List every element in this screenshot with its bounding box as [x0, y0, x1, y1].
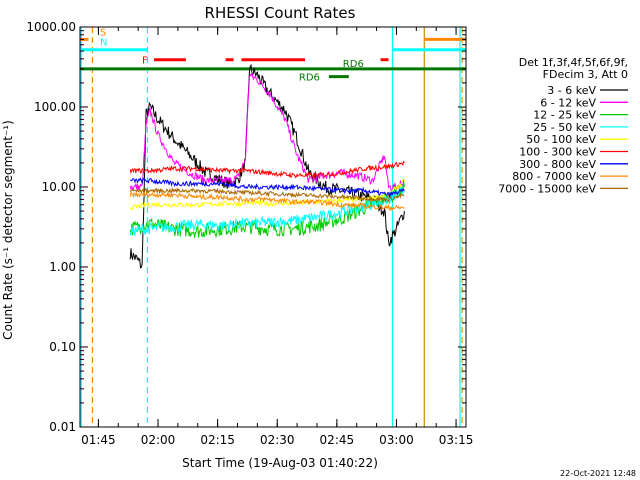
legend-label-2: 12 - 25 keV: [533, 109, 596, 122]
annotation-label-2: F: [142, 56, 148, 67]
annotation-label-1: N: [100, 38, 107, 49]
x-tick-label-4: 02:45: [320, 433, 355, 447]
y-tick-label-0: 0.01: [49, 420, 76, 434]
legend-label-4: 50 - 100 keV: [526, 133, 596, 146]
legend: Det 1f,3f,4f,5f,6f,9f, FDecim 3, Att 0 3…: [498, 56, 628, 195]
legend-label-1: 6 - 12 keV: [540, 96, 596, 109]
legend-label-0: 3 - 6 keV: [547, 84, 596, 97]
plot-frame: [79, 26, 467, 428]
x-tick-label-0: 01:45: [81, 433, 116, 447]
x-tick-label-3: 02:30: [260, 433, 295, 447]
x-tick-label-2: 02:15: [200, 433, 235, 447]
plot-area: SN F RD6 RD6: [80, 27, 466, 427]
timestamp: 22-Oct-2021 12:48: [560, 469, 636, 478]
legend-label-5: 100 - 300 keV: [519, 146, 596, 159]
y-tick-label-1: 0.10: [49, 340, 76, 354]
x-tick-label-6: 03:15: [439, 433, 474, 447]
legend-label-6: 300 - 800 keV: [519, 158, 596, 171]
x-axis-label: Start Time (19-Aug-03 01:40:22): [182, 456, 378, 470]
y-tick-label-5: 1000.00: [26, 20, 76, 34]
series-line-1: [129, 71, 405, 192]
x-tick-label-5: 03:00: [379, 433, 414, 447]
y-axis-label: Count Rate (s⁻¹ detector segment⁻¹): [1, 120, 15, 340]
annotation-label-0: S: [100, 27, 106, 38]
annotation-label-4: RD6: [343, 59, 364, 70]
series-line-6: [130, 177, 405, 198]
series-line-7: [129, 190, 405, 212]
y-tick-label-4: 100.00: [34, 100, 76, 114]
y-tick-label-3: 10.00: [42, 180, 76, 194]
series-line-3: [129, 186, 405, 236]
y-tick-label-2: 1.00: [49, 260, 76, 274]
x-tick-label-1: 02:00: [141, 433, 176, 447]
legend-header-line-2: FDecim 3, Att 0: [543, 68, 628, 81]
legend-label-3: 25 - 50 keV: [533, 121, 596, 134]
series-line-2: [129, 181, 405, 239]
chart-title: RHESSI Count Rates: [205, 4, 356, 22]
series-line-5: [129, 160, 405, 179]
legend-label-7: 800 - 7000 keV: [512, 170, 596, 183]
legend-header-line-1: Det 1f,3f,4f,5f,6f,9f,: [519, 56, 628, 69]
axis-ticks: 0.01 0.10 1.00 10.00 100.00 1000.00 01:45 02:00…: [26, 20, 473, 447]
legend-label-8: 7000 - 15000 keV: [498, 182, 596, 195]
annotation-label-3: RD6: [299, 73, 320, 84]
series-line-8: [129, 186, 405, 203]
